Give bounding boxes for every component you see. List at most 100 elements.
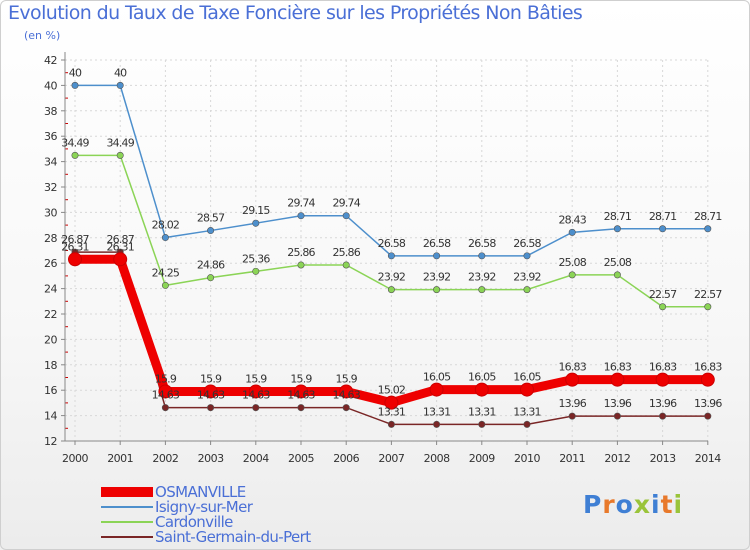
y-tick-label: 28 <box>44 232 57 245</box>
proxiti-logo: Proxiti <box>583 490 683 519</box>
data-label: 16.05 <box>468 371 496 384</box>
data-label: 28.02 <box>152 219 180 232</box>
data-point <box>429 382 444 397</box>
data-point <box>252 219 260 227</box>
data-point <box>523 286 531 294</box>
logo-letter: i <box>673 490 684 519</box>
data-label: 25.08 <box>604 256 632 269</box>
y-tick-label: 20 <box>44 333 57 346</box>
data-label: 14.63 <box>287 389 315 402</box>
y-tick-label: 34 <box>44 156 57 169</box>
data-label: 23.92 <box>468 271 496 284</box>
data-label: 13.96 <box>694 397 722 410</box>
data-label: 26.87 <box>106 233 134 246</box>
data-point <box>433 420 441 428</box>
data-point <box>565 372 580 387</box>
x-tick-label: 2010 <box>514 452 540 465</box>
data-label: 29.74 <box>287 197 315 210</box>
axes: 12 14 16 18 20 22 24 26 28 30 32 34 36 38 40 42 2000 2001… <box>44 52 722 465</box>
data-label: 15.02 <box>378 384 406 397</box>
data-label: 28.43 <box>558 213 586 226</box>
logo-letter: t <box>660 490 674 519</box>
data-label: 13.96 <box>558 397 586 410</box>
x-tick-label: 2013 <box>650 452 676 465</box>
data-point <box>478 420 486 428</box>
data-point <box>659 412 667 420</box>
x-tick-label: 2000 <box>62 452 88 465</box>
series-osmanville <box>68 252 715 410</box>
data-label: 16.05 <box>513 371 541 384</box>
data-point <box>207 404 215 412</box>
data-point <box>523 420 531 428</box>
x-tick-label: 2003 <box>198 452 224 465</box>
data-point <box>342 212 350 220</box>
data-label: 16.05 <box>423 371 451 384</box>
data-point <box>387 420 395 428</box>
data-label: 13.31 <box>423 405 451 418</box>
data-point <box>297 404 305 412</box>
data-label: 22.57 <box>649 288 677 301</box>
y-tick-label: 16 <box>44 384 57 397</box>
data-label: 13.31 <box>468 405 496 418</box>
data-label: 13.31 <box>513 405 541 418</box>
data-point <box>71 151 79 159</box>
data-label: 13.96 <box>604 397 632 410</box>
data-label: 28.71 <box>604 210 632 223</box>
data-point <box>384 395 399 410</box>
data-label: 23.92 <box>513 271 541 284</box>
y-tick-label: 30 <box>44 206 57 219</box>
legend-label: OSMANVILLE <box>155 483 246 501</box>
data-label: 28.71 <box>694 210 722 223</box>
logo-letter: o <box>615 490 634 519</box>
data-point <box>659 225 667 233</box>
data-point <box>113 252 128 267</box>
data-label: 40 <box>69 66 82 79</box>
data-label: 14.63 <box>242 389 270 402</box>
data-label: 16.83 <box>604 361 632 374</box>
logo-letter: i <box>651 490 661 519</box>
data-point <box>433 252 441 260</box>
data-point <box>207 274 215 282</box>
grid-lines <box>65 59 709 442</box>
data-point <box>71 81 79 89</box>
data-label: 15.9 <box>336 372 358 385</box>
legend-label: Isigny-sur-Mer <box>155 498 254 516</box>
data-label: 26.31 <box>61 240 89 253</box>
x-tick-label: 2001 <box>107 452 133 465</box>
legend-label: Saint-Germain-du-Pert <box>155 528 311 546</box>
data-point <box>207 227 215 235</box>
data-label: 15.9 <box>200 372 222 385</box>
data-point <box>520 382 534 397</box>
x-tick-label: 2011 <box>559 452 585 465</box>
data-point <box>116 81 124 89</box>
data-point <box>613 225 621 233</box>
data-label: 13.96 <box>649 397 677 410</box>
data-label: 26.87 <box>61 233 89 246</box>
y-tick-label: 26 <box>44 257 57 270</box>
x-tick-label: 2004 <box>243 452 269 465</box>
series-isigny-sur-mer <box>71 81 712 260</box>
data-point <box>68 252 82 267</box>
x-tick-label: 2002 <box>152 452 178 465</box>
x-tick-label: 2014 <box>695 452 721 465</box>
data-point <box>252 267 260 275</box>
data-point <box>659 303 667 311</box>
data-label: 25.86 <box>332 246 360 259</box>
data-label: 34.49 <box>106 136 134 149</box>
data-point <box>613 412 621 420</box>
data-label: 29.74 <box>332 197 360 210</box>
data-label: 34.49 <box>61 136 89 149</box>
x-tick-label: 2006 <box>333 452 359 465</box>
legend: OSMANVILLEIsigny-sur-MerCardonvilleSaint… <box>101 483 312 546</box>
data-label: 26.31 <box>106 240 134 253</box>
data-label: 29.15 <box>242 204 270 217</box>
y-tick-label: 36 <box>44 130 57 143</box>
x-tick-label: 2009 <box>469 452 495 465</box>
data-point <box>297 261 305 269</box>
data-point <box>610 372 625 387</box>
y-tick-label: 24 <box>44 283 57 296</box>
data-point <box>342 261 350 269</box>
data-point <box>523 252 531 260</box>
y-tick-label: 38 <box>44 105 57 118</box>
